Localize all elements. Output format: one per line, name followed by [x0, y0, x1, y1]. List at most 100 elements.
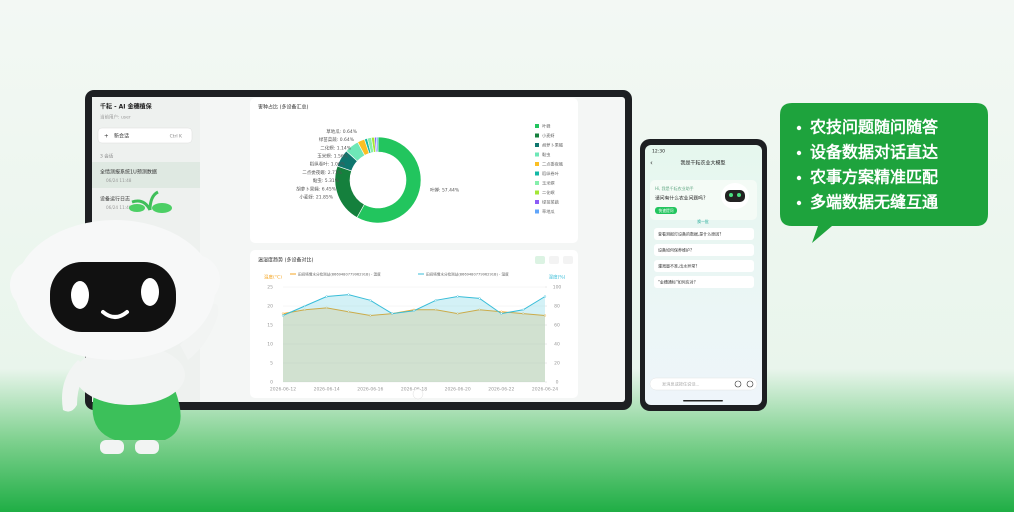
legend-label: 二化螟 [542, 189, 555, 196]
legend-swatch [535, 209, 539, 214]
legend-swatch [535, 143, 539, 147]
active-session [92, 162, 200, 188]
body [75, 345, 185, 405]
y2-tick-label: 0 [556, 380, 559, 386]
back[interactable]: ‹ [650, 159, 653, 167]
point [434, 299, 437, 302]
legend-swatch [535, 171, 539, 176]
new-chat-button[interactable] [97, 127, 193, 144]
user: 当前用户: user [100, 114, 131, 121]
suggestion[interactable] [654, 276, 754, 288]
suggestion[interactable] [654, 260, 754, 272]
legend-label: 田间墒情水分检测站(866948077996291B) - 湿度 [426, 271, 509, 276]
series-area [283, 307, 545, 382]
session-title: 全情测报系统1U预测数据 [100, 169, 157, 176]
shortcut: Ctrl K [170, 134, 183, 140]
icon[interactable] [746, 380, 754, 388]
suggestion[interactable] [654, 244, 754, 256]
y-tick-label: 5 [270, 361, 273, 367]
suggestion[interactable] [654, 228, 754, 240]
y2-tick-label: 20 [554, 361, 560, 367]
mascot [10, 190, 220, 454]
phone-title: 我是千耘农业大模型 [680, 160, 725, 167]
y2-tick-label: 100 [553, 285, 562, 291]
session-title: 设备运行日志 [100, 196, 130, 203]
new-chat: 新会话 [114, 133, 129, 140]
point [325, 295, 328, 298]
series-area [283, 294, 545, 382]
app-title: 千耘 - AI 金穗植保 [100, 103, 153, 111]
y2-tick-label: 40 [554, 342, 560, 348]
suggestion-text: 设备如何保养维护? [658, 246, 692, 252]
point [456, 312, 459, 315]
bullet [796, 125, 802, 131]
legend-label: 黏虫 [542, 151, 550, 158]
slice-label: 二点委夜蛾: 2.71% [302, 169, 342, 176]
x-tick-label: 2026-06-18 [401, 387, 427, 393]
session-time: 06/24 11:40 [106, 205, 132, 210]
pie-title: 害种占比 (多设备汇总) [258, 104, 309, 111]
slice-label: 黏虫: 5.31% [313, 177, 340, 184]
line-title: 温湿度趋势 (多设备对比) [258, 257, 314, 264]
slice-label: 胡萝卜果蝇: 6.45% [296, 185, 336, 192]
legend-swatch [535, 124, 539, 128]
slice-label: 绿苗菜蔬: 0.64% [319, 136, 355, 143]
foot [135, 440, 159, 454]
view-toggle[interactable] [563, 256, 573, 264]
legend-swatch [535, 181, 539, 185]
legend-label: 草地瓜 [542, 208, 555, 215]
y-tick-label: 15 [267, 323, 273, 329]
input-placeholder: 发消息或按住说话... [662, 381, 700, 388]
legend-label: 叶蝉 [542, 122, 550, 129]
icon[interactable] [734, 380, 742, 388]
suggestion-text: "金穗通标"如何应对? [658, 278, 696, 284]
view-toggle[interactable] [535, 256, 545, 264]
slice-label: 小麦蚜: 21.85% [299, 194, 333, 201]
y-tick-label: 0 [270, 380, 273, 386]
smile [101, 310, 129, 319]
input-box[interactable] [649, 377, 758, 391]
robot-eye [737, 193, 741, 197]
point [522, 308, 525, 311]
feature: 设备数据对话直达 [810, 143, 938, 162]
arm [180, 303, 219, 360]
point [434, 308, 437, 311]
phone-time: 12:30 [652, 149, 665, 155]
x-tick-label: 2026-06-24 [532, 387, 558, 393]
y2-tick-label: 60 [554, 323, 560, 329]
x-tick-label: 2026-06-12 [270, 387, 296, 393]
point [303, 308, 306, 311]
y2-axis-label: 湿度(%) [549, 274, 566, 281]
slice-label: 二化螟: 1.14% [320, 144, 351, 151]
point [478, 297, 481, 300]
leaf [129, 204, 145, 212]
slice-label: 玉米螟: 1.56% [317, 153, 348, 160]
point [303, 304, 306, 308]
point [281, 312, 285, 315]
slice-label: 稻纵卷叶: 1.06% [310, 161, 346, 168]
legend-swatch [535, 162, 539, 166]
slice-label: 叶蝉: 57.44% [430, 187, 460, 194]
legend-label: 小麦蚜 [542, 132, 555, 139]
leaf [152, 203, 172, 213]
point [500, 310, 503, 313]
suggestion-text: 查看测报灯设备的数据,是什么原因? [658, 230, 721, 236]
legend-label: 胡萝卜果蝇 [542, 141, 564, 148]
question: 请问有什么农业问题吗? [655, 195, 706, 202]
quick-button[interactable] [655, 207, 677, 214]
eye [141, 278, 159, 306]
point [391, 312, 394, 315]
point [347, 310, 350, 313]
refresh[interactable]: 换一批 [697, 219, 709, 224]
eye [71, 281, 89, 309]
legend-swatch [535, 133, 539, 138]
robot-eye [729, 193, 733, 197]
point [412, 309, 416, 312]
view-toggle[interactable] [549, 256, 559, 264]
bullet [796, 150, 802, 156]
x-tick-label: 2026-06-20 [445, 387, 471, 393]
scroll-button[interactable] [412, 388, 424, 400]
legend-label: 绿苗菜蔬 [542, 198, 560, 205]
legend-label: 玉米螟 [542, 179, 555, 186]
quick-label: 快速提问 [658, 208, 673, 213]
